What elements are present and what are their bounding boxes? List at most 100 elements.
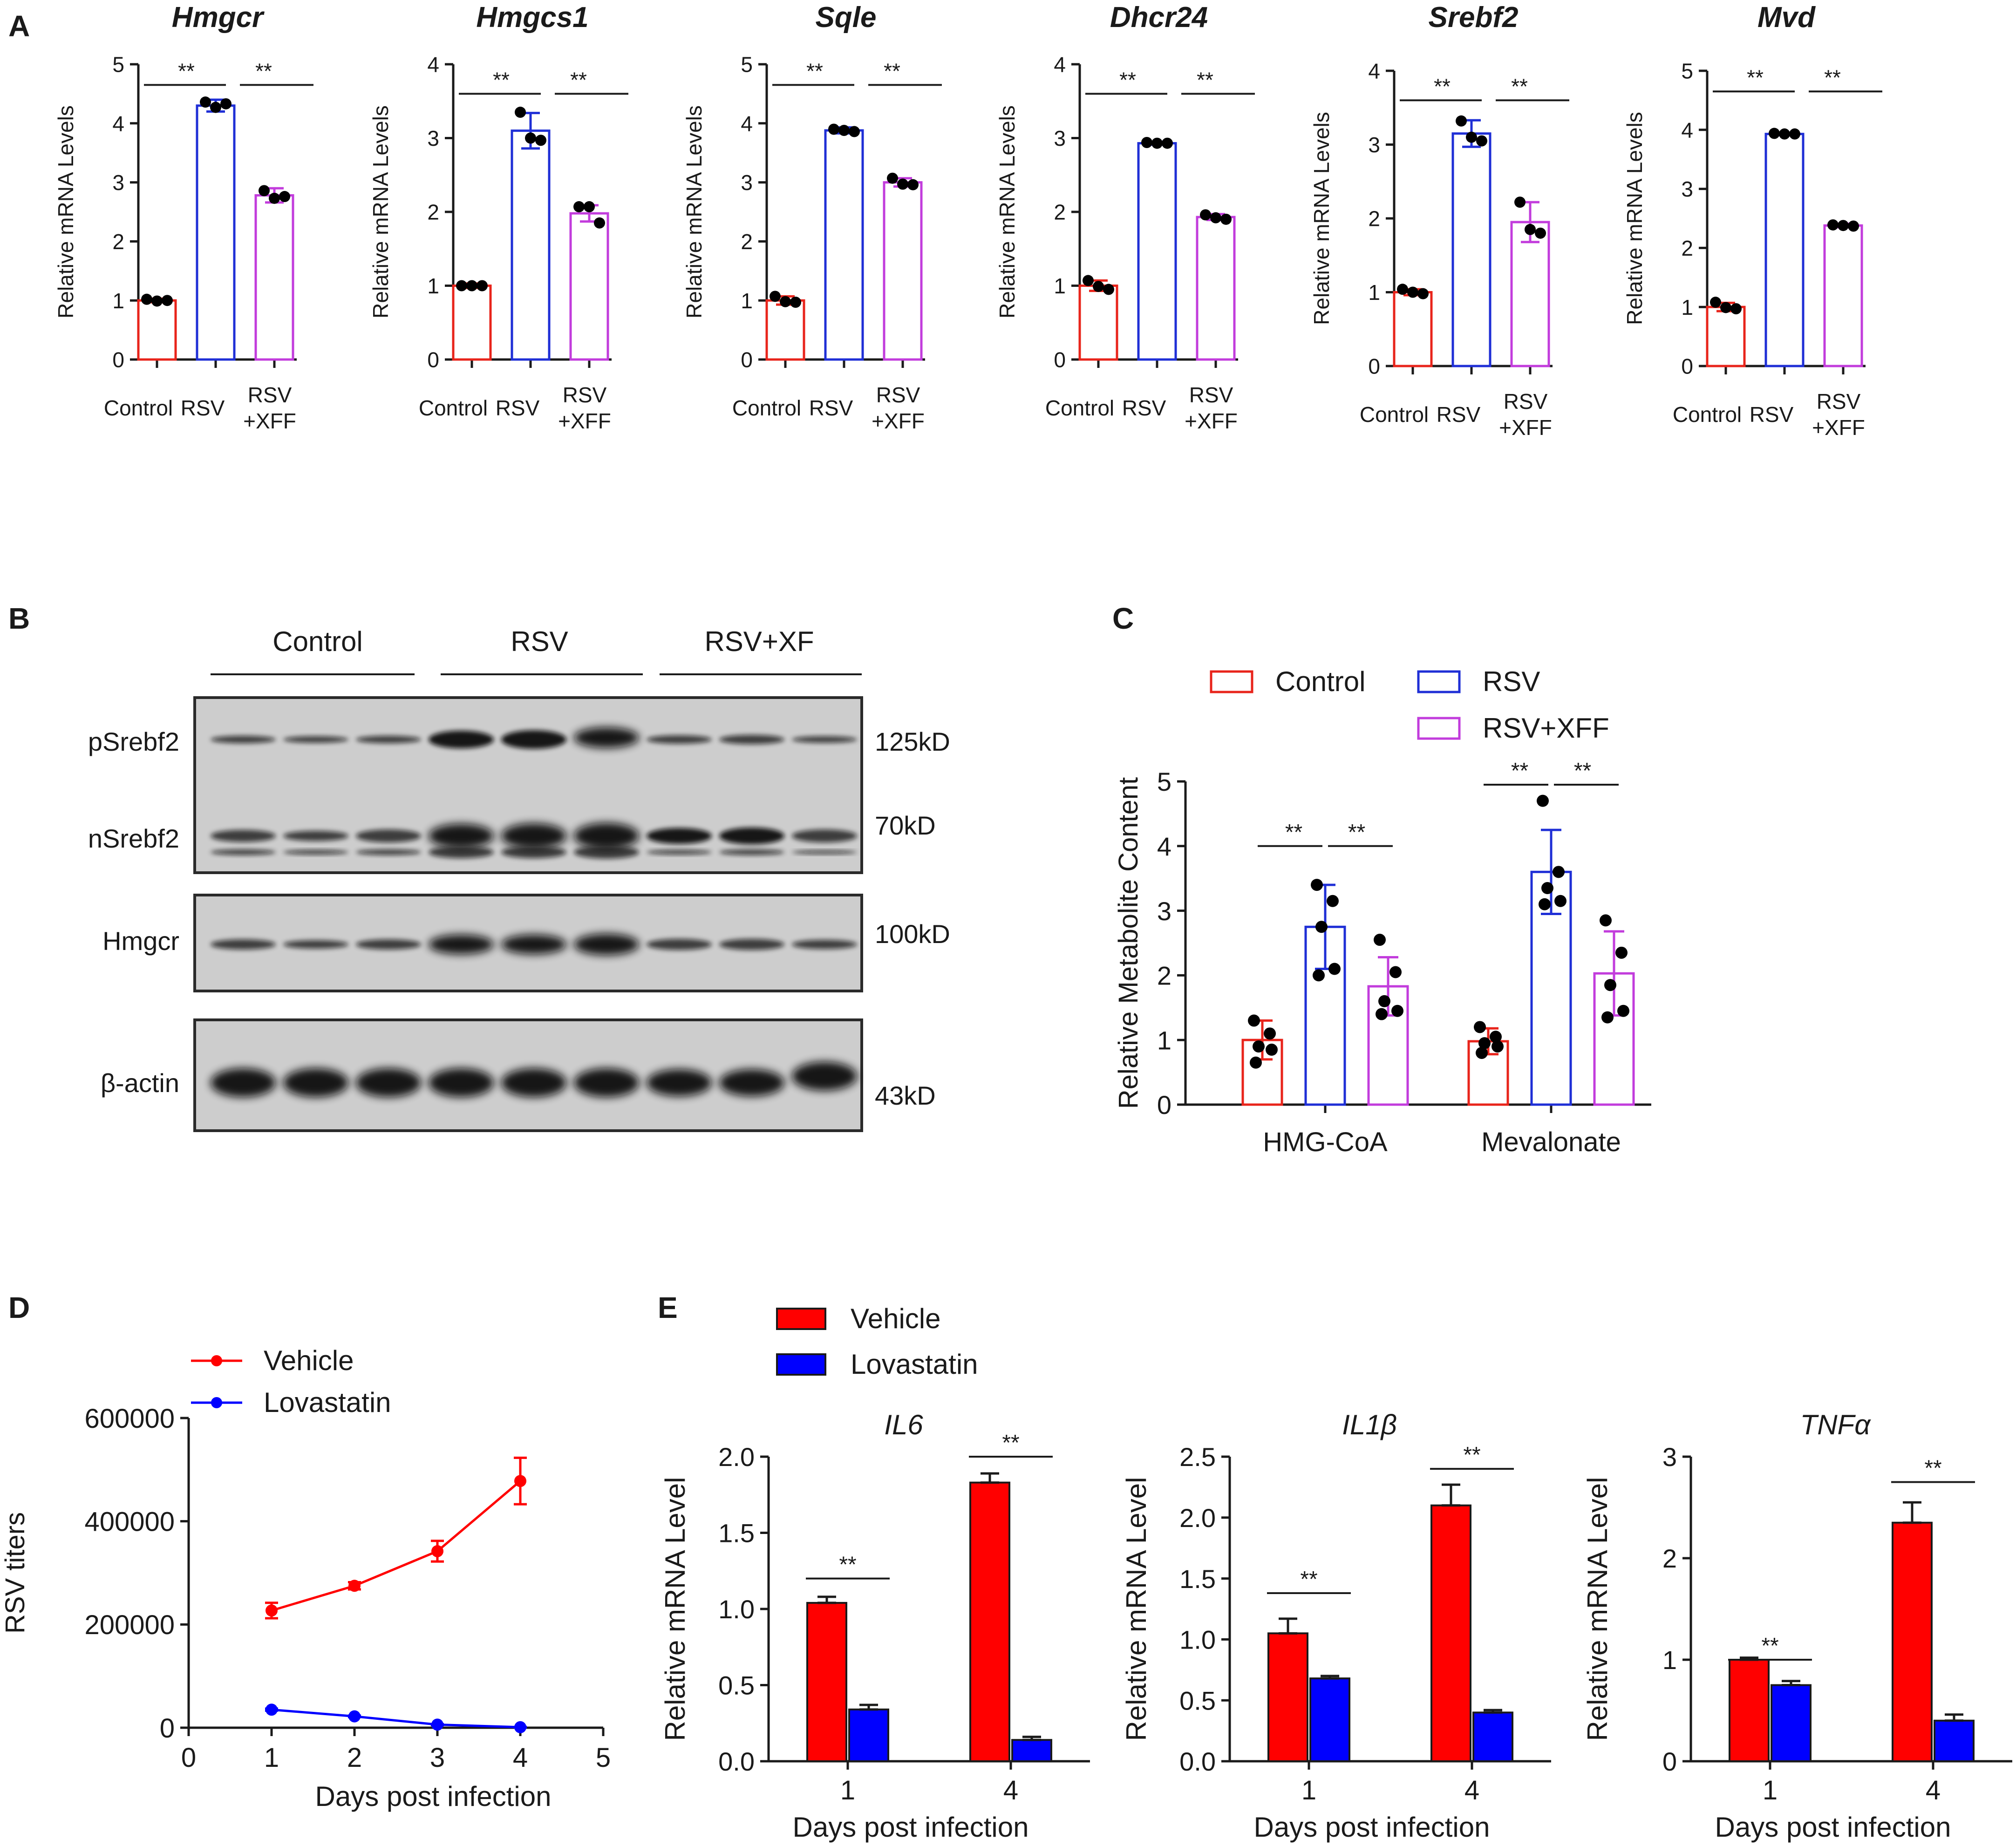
a2-point (477, 280, 488, 292)
chart-il1b: IL1β Relative mRNA Level 0.0 0.5 1.0 1.5 2.0 2.… (1121, 1409, 1551, 1843)
blot-band (429, 824, 494, 848)
c-y-tick-label: 2 (1157, 961, 1171, 991)
d-line-0 (271, 1480, 521, 1612)
d-y-tick-label: 200000 (84, 1610, 175, 1640)
a4-cat-control: Control (1045, 396, 1114, 420)
e2-bar-0-1 (1430, 1504, 1471, 1762)
c-point (1492, 1040, 1504, 1053)
c-sig: ** (1285, 820, 1302, 845)
c-point (1554, 895, 1566, 907)
chart-il6: IL6 Relative mRNA Level 0.0 0.5 1.0 1.5 2.0 1 **… (660, 1409, 1090, 1843)
a1-y-label: Relative mRNA Levels (54, 105, 78, 319)
e1-y-tick-label: 0.5 (718, 1671, 755, 1700)
c-point (1266, 1044, 1278, 1056)
a6-point (1720, 302, 1731, 313)
a4-point (1220, 213, 1232, 225)
e3-x-label: Days post infection (1715, 1812, 1951, 1843)
legend-e: Vehicle Lovastatin (776, 1303, 978, 1380)
e2-y-tick-label: 2.5 (1179, 1442, 1216, 1472)
chart-mvd: Mvd Relative mRNA Levels 0 1 2 3 4 5 Control RSV R… (1622, 1, 1882, 440)
a4-point (1210, 212, 1221, 224)
blot-band (211, 1068, 276, 1097)
c-legend-swatch-0 (1210, 670, 1253, 693)
a3-point (907, 179, 919, 190)
c-legend-swatch-2 (1417, 717, 1461, 740)
a5-y-tick-label: 0 (1368, 354, 1380, 379)
blot-band (501, 846, 566, 858)
c-sig: ** (1511, 759, 1528, 783)
e1-sig-0: ** (839, 1553, 856, 1577)
a3-point (897, 178, 908, 190)
a5-bar-2 (1510, 221, 1550, 367)
panel-label-d: D (8, 1291, 30, 1324)
panel-label-b: B (8, 602, 30, 635)
c-point (1601, 1011, 1614, 1024)
a1-bar-2 (254, 194, 294, 361)
d-point-0 (431, 1545, 443, 1557)
e3-y-tick-label: 1 (1662, 1645, 1677, 1675)
a2-title: Hmgcs1 (476, 1, 588, 34)
d-point-0 (266, 1604, 278, 1617)
a1-point (210, 102, 221, 113)
c-point (1490, 1031, 1502, 1043)
e1-bar-0-0 (806, 1602, 847, 1762)
a6-point (1730, 303, 1742, 315)
blot-band (501, 823, 566, 848)
a3-cat-control: Control (732, 396, 801, 420)
a1-point (279, 191, 290, 203)
e2-y-tick-label: 0.5 (1179, 1686, 1216, 1715)
a1-cat-rsv: RSV (181, 396, 225, 420)
d-x-tick-label: 1 (264, 1743, 279, 1773)
panel-label-e: E (658, 1291, 678, 1324)
blot-row-label-psrebf2: pSrebf2 (88, 727, 179, 756)
blot-marker-43kd: 43kD (875, 1081, 936, 1110)
a2-cat-rsvxff-2: +XFF (558, 409, 611, 433)
e3-bar-0-1 (1892, 1521, 1933, 1762)
d-x-tick-label: 3 (430, 1743, 445, 1773)
a2-y-tick-label: 3 (427, 126, 439, 150)
e1-bar-1-0 (848, 1708, 889, 1763)
c-point (1253, 1040, 1265, 1053)
panel-label-c: C (1112, 602, 1134, 635)
blot-band (647, 1069, 712, 1096)
a2-y-tick-label: 4 (427, 53, 439, 77)
a4-y-tick-label: 4 (1054, 53, 1066, 77)
d-line-1 (271, 1708, 521, 1729)
a6-sig-1: ** (1747, 65, 1764, 89)
d-point-0 (348, 1580, 361, 1592)
d-x-tick-label: 5 (596, 1743, 611, 1773)
blot-band (719, 849, 784, 855)
e1-y-label: Relative mRNA Level (660, 1477, 691, 1741)
a1-point (162, 295, 173, 306)
blot-band (356, 736, 421, 743)
a6-y-label: Relative mRNA Levels (1622, 112, 1647, 325)
western-blot: Control RSV RSV+XF pSrebf2 nSrebf2 Hmgcr… (88, 626, 950, 1132)
blot-band (429, 731, 494, 748)
blot-marker-125kd: 125kD (875, 727, 950, 756)
a2-y-tick-label: 1 (427, 274, 439, 298)
e2-y-label: Relative mRNA Level (1121, 1477, 1152, 1741)
a3-point (828, 123, 839, 135)
c-y-tick-label: 4 (1157, 832, 1171, 861)
blot-band (283, 1068, 348, 1097)
c-point (1248, 1014, 1260, 1027)
c-y-label: Relative Metabolite Content (1113, 777, 1144, 1109)
c-point (1327, 895, 1339, 907)
a5-y-tick-label: 4 (1368, 59, 1380, 83)
chart-sqle: Sqle Relative mRNA Levels 0 1 2 3 4 5 Control RSV… (682, 1, 942, 433)
a6-y-tick-label: 4 (1681, 118, 1693, 142)
a6-point (1779, 128, 1790, 140)
blot-band (356, 1068, 421, 1097)
blot-marker-70kd: 70kD (875, 811, 936, 840)
a5-point (1397, 284, 1408, 295)
d-point-0 (514, 1475, 526, 1487)
a4-sig-1: ** (1119, 68, 1136, 92)
a3-y-label: Relative mRNA Levels (682, 105, 706, 319)
a4-cat-rsvxff-2: +XFF (1185, 409, 1238, 433)
e1-sig-1: ** (1002, 1431, 1019, 1455)
e1-y-tick-label: 1.5 (718, 1519, 755, 1548)
c-legend-label-2: RSV+XFF (1483, 713, 1609, 744)
a6-y-tick-label: 1 (1681, 295, 1693, 319)
panel-label-a: A (8, 9, 30, 43)
a2-point (525, 132, 536, 144)
